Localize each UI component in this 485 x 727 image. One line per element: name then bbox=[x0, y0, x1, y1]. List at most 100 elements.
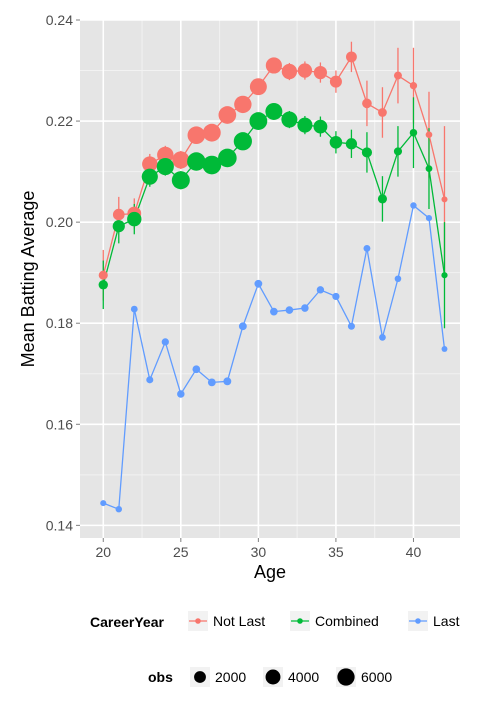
data-point-last bbox=[177, 390, 185, 398]
data-point-not-last bbox=[187, 126, 206, 145]
data-point-not-last bbox=[409, 82, 418, 90]
data-point-not-last bbox=[234, 95, 252, 114]
data-point-combined bbox=[361, 147, 373, 158]
y-tick-label: 0.22 bbox=[46, 113, 73, 129]
data-point-not-last bbox=[313, 65, 328, 80]
data-point-combined bbox=[265, 102, 283, 120]
data-point-combined bbox=[156, 157, 174, 176]
size-legend: obs 2000 4000 6000 bbox=[148, 667, 392, 687]
y-axis-title: Mean Batting Average bbox=[18, 191, 38, 368]
data-point-last bbox=[115, 505, 122, 513]
data-point-not-last bbox=[281, 63, 298, 80]
data-point-not-last bbox=[142, 156, 158, 172]
legend-key-last bbox=[408, 611, 428, 631]
data-point-not-last bbox=[202, 123, 221, 142]
data-point-combined bbox=[345, 138, 358, 150]
data-point-last bbox=[347, 322, 355, 330]
y-axis-ticks: 0.14 0.16 0.18 0.20 0.22 0.24 bbox=[46, 12, 80, 533]
data-point-not-last bbox=[265, 57, 282, 74]
data-point-not-last bbox=[425, 131, 433, 139]
y-tick-label: 0.16 bbox=[46, 416, 73, 432]
data-point-combined bbox=[409, 128, 418, 137]
data-point-last bbox=[207, 378, 216, 387]
size-legend-label: 2000 bbox=[215, 669, 246, 685]
data-point-combined bbox=[441, 272, 448, 279]
data-point-not-last bbox=[329, 75, 342, 88]
y-tick-label: 0.18 bbox=[46, 315, 73, 331]
data-point-combined bbox=[218, 148, 237, 168]
y-tick-label: 0.20 bbox=[46, 214, 73, 230]
data-point-combined bbox=[127, 211, 142, 227]
size-legend-dot bbox=[337, 668, 355, 686]
data-point-not-last bbox=[378, 108, 387, 117]
data-point-last bbox=[363, 244, 371, 252]
data-point-not-last bbox=[218, 106, 237, 124]
legend-label-combined: Combined bbox=[315, 613, 379, 629]
y-tick-label: 0.24 bbox=[46, 12, 73, 28]
data-point-combined bbox=[187, 152, 206, 171]
major-gridlines bbox=[80, 19, 460, 538]
data-point-last bbox=[316, 286, 325, 294]
data-point-combined bbox=[393, 147, 403, 156]
size-legend-dot bbox=[194, 671, 206, 683]
data-point-combined bbox=[281, 111, 298, 128]
data-point-last bbox=[192, 365, 201, 374]
legend-key-combined bbox=[290, 611, 310, 631]
size-legend-label: 6000 bbox=[361, 669, 392, 685]
x-axis-ticks: 20 25 30 35 40 bbox=[95, 538, 421, 560]
data-point-last bbox=[301, 304, 309, 312]
data-point-combined bbox=[202, 155, 222, 175]
legend-key-point bbox=[297, 618, 303, 624]
data-point-last bbox=[161, 338, 169, 346]
color-legend-title: CareerYear bbox=[90, 614, 165, 630]
data-point-combined bbox=[112, 220, 125, 233]
data-point-combined bbox=[329, 136, 343, 149]
data-point-last bbox=[238, 322, 247, 331]
data-point-last bbox=[379, 333, 386, 341]
legend-label-not-last: Not Last bbox=[213, 613, 265, 629]
data-point-not-last bbox=[346, 51, 357, 63]
data-point-not-last bbox=[297, 63, 313, 78]
data-point-last bbox=[146, 376, 154, 384]
data-point-not-last bbox=[362, 98, 372, 109]
legend-key-point bbox=[415, 618, 421, 624]
data-point-last bbox=[425, 215, 433, 222]
data-point-combined bbox=[313, 119, 328, 134]
data-point-not-last bbox=[393, 71, 402, 80]
size-legend-dot bbox=[265, 669, 281, 685]
data-point-last bbox=[270, 307, 278, 316]
x-tick-label: 25 bbox=[173, 544, 189, 560]
data-point-not-last bbox=[441, 196, 448, 203]
size-legend-label: 4000 bbox=[288, 669, 319, 685]
legend-key-point bbox=[195, 618, 201, 624]
data-point-combined bbox=[98, 280, 108, 290]
x-tick-label: 40 bbox=[406, 544, 422, 560]
data-point-combined bbox=[233, 132, 252, 151]
data-point-combined bbox=[425, 165, 433, 172]
x-axis-title: Age bbox=[254, 562, 286, 582]
data-point-not-last bbox=[98, 270, 108, 280]
data-point-last bbox=[441, 346, 448, 352]
data-point-combined bbox=[141, 168, 158, 185]
data-point-last bbox=[223, 377, 232, 386]
data-point-combined bbox=[171, 171, 190, 190]
x-tick-label: 35 bbox=[328, 544, 344, 560]
data-point-last bbox=[332, 292, 340, 301]
data-point-last bbox=[130, 305, 138, 313]
legend-label-last: Last bbox=[433, 613, 460, 629]
data-point-not-last bbox=[112, 208, 125, 221]
data-point-last bbox=[285, 306, 294, 314]
legend-key-not-last bbox=[188, 611, 208, 631]
data-point-last bbox=[410, 202, 417, 209]
size-legend-title: obs bbox=[148, 669, 173, 685]
data-point-not-last bbox=[249, 78, 267, 96]
x-tick-label: 20 bbox=[95, 544, 111, 560]
data-point-combined bbox=[297, 117, 313, 133]
data-point-combined bbox=[249, 112, 268, 130]
data-point-last bbox=[100, 500, 107, 507]
y-tick-label: 0.14 bbox=[46, 517, 73, 533]
color-legend: CareerYear Not Last Combined Last bbox=[90, 611, 460, 631]
x-tick-label: 30 bbox=[251, 544, 267, 560]
data-point-last bbox=[254, 279, 263, 288]
